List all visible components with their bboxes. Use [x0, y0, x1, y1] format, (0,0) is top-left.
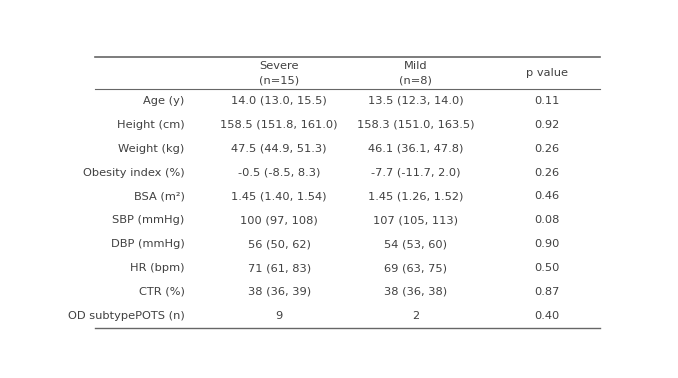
- Text: 0.50: 0.50: [534, 263, 560, 273]
- Text: Weight (kg): Weight (kg): [119, 144, 184, 154]
- Text: 47.5 (44.9, 51.3): 47.5 (44.9, 51.3): [231, 144, 327, 154]
- Text: 13.5 (12.3, 14.0): 13.5 (12.3, 14.0): [368, 96, 464, 106]
- Text: 158.3 (151.0, 163.5): 158.3 (151.0, 163.5): [357, 120, 475, 130]
- Text: Mild
(n=8): Mild (n=8): [399, 61, 432, 85]
- Text: 38 (36, 39): 38 (36, 39): [247, 287, 311, 297]
- Text: Height (cm): Height (cm): [117, 120, 184, 130]
- Text: 14.0 (13.0, 15.5): 14.0 (13.0, 15.5): [231, 96, 327, 106]
- Text: -7.7 (-11.7, 2.0): -7.7 (-11.7, 2.0): [371, 167, 460, 178]
- Text: -0.5 (-8.5, 8.3): -0.5 (-8.5, 8.3): [238, 167, 320, 178]
- Text: 1.45 (1.26, 1.52): 1.45 (1.26, 1.52): [368, 191, 464, 201]
- Text: 38 (36, 38): 38 (36, 38): [384, 287, 447, 297]
- Text: 1.45 (1.40, 1.54): 1.45 (1.40, 1.54): [231, 191, 327, 201]
- Text: 0.87: 0.87: [534, 287, 560, 297]
- Text: SBP (mmHg): SBP (mmHg): [113, 215, 184, 225]
- Text: 100 (97, 108): 100 (97, 108): [240, 215, 318, 225]
- Text: 9: 9: [275, 311, 283, 321]
- Text: CTR (%): CTR (%): [139, 287, 184, 297]
- Text: 0.11: 0.11: [534, 96, 560, 106]
- Text: 158.5 (151.8, 161.0): 158.5 (151.8, 161.0): [220, 120, 338, 130]
- Text: 0.46: 0.46: [534, 191, 560, 201]
- Text: 0.90: 0.90: [534, 239, 560, 249]
- Text: 54 (53, 60): 54 (53, 60): [384, 239, 447, 249]
- Text: 46.1 (36.1, 47.8): 46.1 (36.1, 47.8): [368, 144, 464, 154]
- Text: HR (bpm): HR (bpm): [130, 263, 184, 273]
- Text: 0.08: 0.08: [534, 215, 560, 225]
- Text: p value: p value: [526, 68, 568, 78]
- Text: 56 (50, 62): 56 (50, 62): [247, 239, 311, 249]
- Text: 2: 2: [412, 311, 420, 321]
- Text: 69 (63, 75): 69 (63, 75): [384, 263, 447, 273]
- Text: Age (y): Age (y): [143, 96, 184, 106]
- Text: 0.40: 0.40: [534, 311, 560, 321]
- Text: DBP (mmHg): DBP (mmHg): [111, 239, 184, 249]
- Text: 0.26: 0.26: [534, 144, 560, 154]
- Text: 0.92: 0.92: [534, 120, 560, 130]
- Text: BSA (m²): BSA (m²): [134, 191, 184, 201]
- Text: 107 (105, 113): 107 (105, 113): [374, 215, 458, 225]
- Text: Obesity index (%): Obesity index (%): [83, 167, 184, 178]
- Text: 71 (61, 83): 71 (61, 83): [247, 263, 311, 273]
- Text: Severe
(n=15): Severe (n=15): [259, 61, 299, 85]
- Text: 0.26: 0.26: [534, 167, 560, 178]
- Text: OD subtypePOTS (n): OD subtypePOTS (n): [68, 311, 184, 321]
